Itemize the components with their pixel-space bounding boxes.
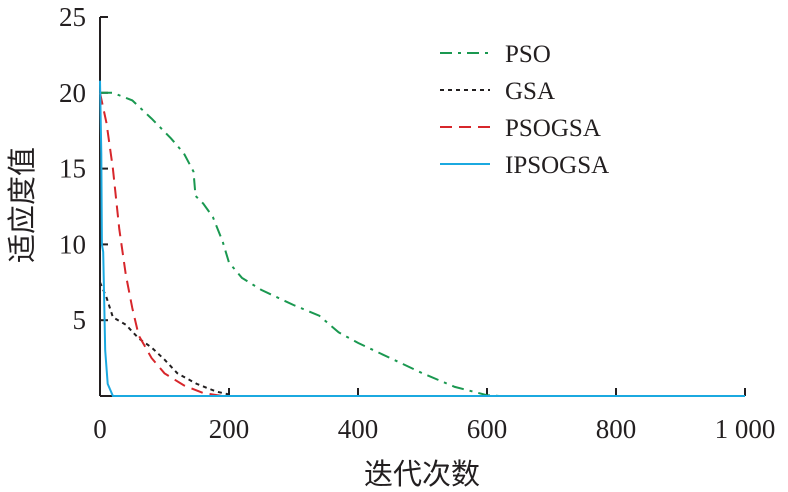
y-tick-label: 5 [73,305,87,335]
x-tick-label: 800 [596,414,637,444]
series-line-psogsa [99,92,223,397]
y-axis-label: 适应度值 [5,147,39,263]
x-axis-label: 迭代次数 [364,457,480,491]
x-tick-label: 0 [93,414,107,444]
x-tick-label: 200 [209,414,250,444]
series-line-ipsogsa [99,80,745,397]
x-tick-label: 600 [467,414,508,444]
series-line-gsa [99,281,230,396]
y-tick-label: 15 [59,154,86,184]
series-line-pso [100,91,745,397]
legend-label: IPSOGSA [505,152,609,179]
x-tick-label: 400 [338,414,379,444]
x-tick-label: 1 000 [715,414,776,444]
y-tick-label: 10 [59,229,86,259]
y-tick-label: 20 [59,78,86,108]
legend-label: PSO [505,41,551,68]
y-tick-label: 25 [59,2,86,32]
legend-label: GSA [505,78,555,105]
legend-label: PSOGSA [505,115,601,142]
